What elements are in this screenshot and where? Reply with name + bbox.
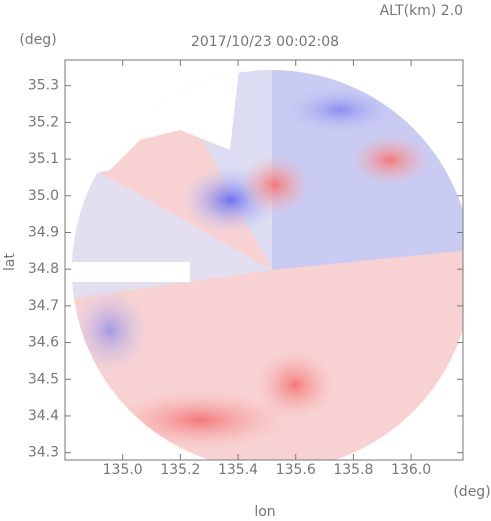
y-tick-label: 35.1 (28, 151, 59, 167)
radar-field (72, 70, 463, 460)
x-unit: (deg) (453, 484, 490, 500)
y-unit: (deg) (19, 32, 56, 48)
y-tick-label: 34.4 (28, 408, 59, 424)
plot-frame (64, 59, 464, 461)
y-tick-label: 34.6 (28, 335, 59, 351)
x-tick-label: 135.4 (218, 462, 258, 478)
altitude-label: ALT(km) 2.0 (380, 3, 463, 19)
y-tick-label: 35.2 (28, 114, 59, 130)
y-tick-label: 34.9 (28, 224, 59, 240)
y-tick-label: 34.8 (28, 261, 59, 277)
y-axis-label: lat (2, 253, 18, 271)
chart-title: 2017/10/23 00:02:08 (191, 34, 339, 50)
x-tick-label: 135.6 (276, 462, 316, 478)
x-axis-label: lon (254, 504, 275, 520)
y-tick-label: 34.7 (28, 298, 59, 314)
x-tick-label: 136.0 (391, 462, 431, 478)
y-tick-label: 34.3 (28, 445, 59, 461)
x-tick-label: 135.2 (160, 462, 200, 478)
y-tick-label: 35.0 (28, 188, 59, 204)
y-tick-label: 35.3 (28, 78, 59, 94)
x-tick-label: 135.0 (103, 462, 143, 478)
x-tick-label: 135.8 (333, 462, 373, 478)
y-tick-label: 34.5 (28, 371, 59, 387)
